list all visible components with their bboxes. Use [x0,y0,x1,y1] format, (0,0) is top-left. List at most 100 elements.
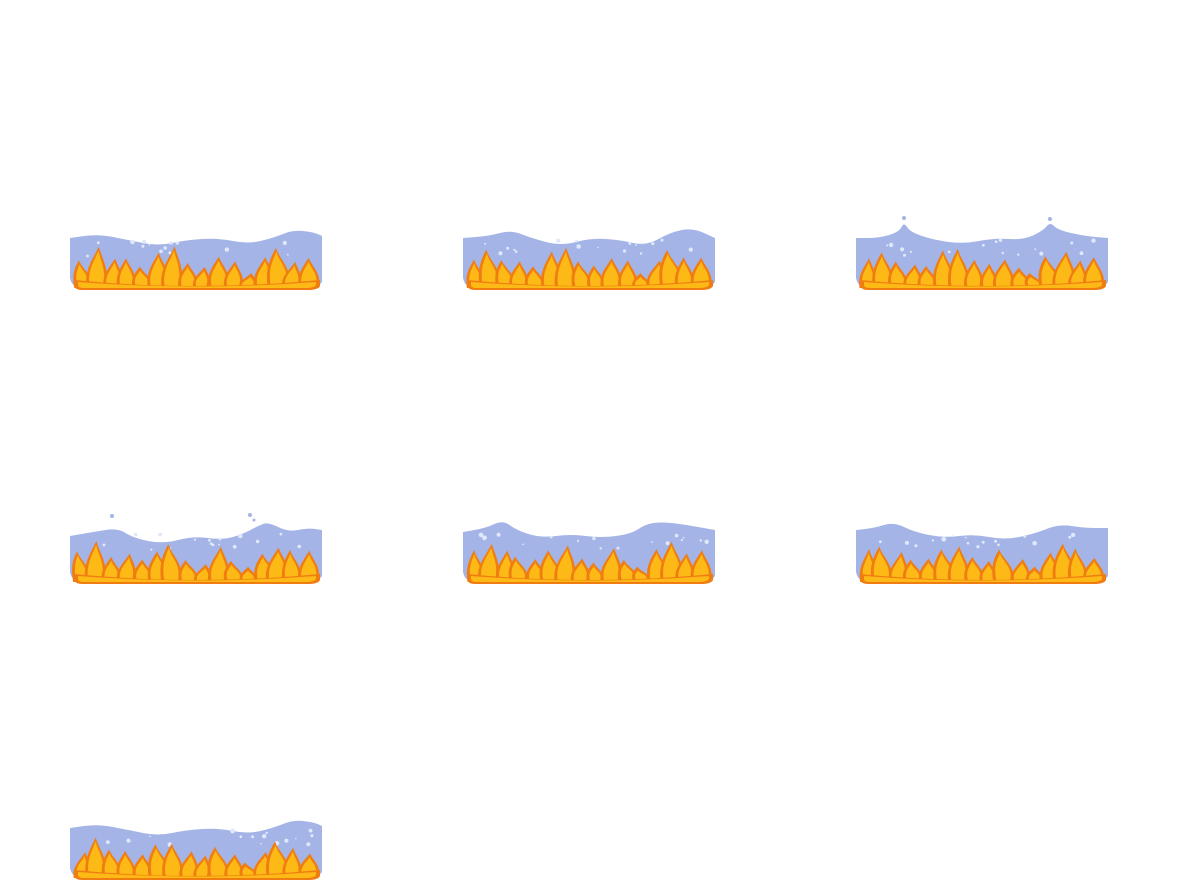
bubble [149,835,151,838]
sprite-frame-7 [68,806,324,886]
bubble [575,239,578,243]
flame-base-inner [78,576,316,582]
bubble [218,543,220,546]
flame-inner [935,254,952,286]
flame-inner [1027,276,1040,286]
bubble [175,241,179,245]
flame-row [72,540,320,584]
flame-inner [936,553,952,580]
flame-inner [967,560,981,580]
bubble [628,241,632,245]
fire-water-sprite [463,229,715,290]
bubble [105,840,110,844]
flame-inner [469,263,481,286]
water-drop [248,513,252,517]
flame-inner [119,557,134,580]
bubble [230,828,236,834]
flame-inner [693,261,709,286]
flame-inner [164,250,180,286]
flame-inner [620,563,635,580]
flame-inner [995,263,1012,286]
bubble [163,246,167,250]
bubble [622,249,627,253]
bubble [904,540,909,545]
bubble [635,244,637,246]
bubble [976,545,980,549]
flame-inner [542,554,558,580]
flame-row [859,248,1106,290]
bubble [130,239,135,245]
flame-inner [269,251,288,286]
flame-inner [87,544,103,580]
bubble [688,247,693,252]
bubble [208,538,211,542]
flame-inner [284,553,299,580]
flame-row [73,246,320,290]
bubble [997,543,1000,547]
flame-inner [1028,570,1041,580]
bubble [150,548,153,551]
bubble [951,535,954,538]
flame-inner [891,555,906,580]
flame-inner [227,858,241,876]
flame-inner [920,269,934,286]
bubble [651,541,654,543]
sprite-frame-3 [854,216,1110,296]
bubble [699,539,702,542]
bubble [1034,248,1037,251]
bubble [260,842,262,845]
bubble [886,244,889,247]
flame-base-inner [78,872,316,878]
flame-inner [119,854,133,876]
flame-inner [678,557,692,580]
bubble [680,539,683,542]
flame-inner [603,552,619,580]
bubble [931,539,935,542]
bubble [484,242,487,245]
fire-water-sprite [856,523,1108,584]
flame-inner [906,268,920,286]
flame-inner [481,253,498,286]
fire-water-sprite [70,230,322,290]
flame-row [466,247,713,290]
flame-base-inner [864,282,1102,288]
bubble [306,842,311,847]
bubble [168,251,172,254]
flame-inner [921,562,936,580]
bubble [914,544,918,548]
bubble [1070,241,1074,245]
bubble [982,243,985,247]
flame-row [73,837,320,880]
fire-water-sprite [70,820,322,880]
flame-inner [634,570,647,580]
fire-water-sprite [856,216,1108,290]
water-drop [110,514,114,518]
flame-inner [995,553,1011,580]
bubble [549,535,553,539]
bubble [981,540,985,544]
bubble [168,242,171,245]
flame-inner [301,554,317,580]
flame-inner [226,564,241,580]
flame-inner [285,851,299,876]
bubble [597,246,599,249]
bubble [126,838,131,843]
flame-inner [269,845,287,876]
flame-inner [163,547,179,580]
bubble [478,532,484,538]
flame-inner [950,252,967,286]
flame-inner [242,570,254,580]
bubble [86,254,89,258]
bubble [941,536,947,542]
bubble [1039,251,1044,256]
bubble [102,543,106,547]
bubble [193,538,197,541]
bubble [286,253,289,256]
sprite-frame-4 [68,510,324,590]
bubble [265,831,268,835]
bubble [159,249,163,254]
bubble [255,539,260,544]
bubble [1070,532,1076,538]
bubble [651,242,655,246]
